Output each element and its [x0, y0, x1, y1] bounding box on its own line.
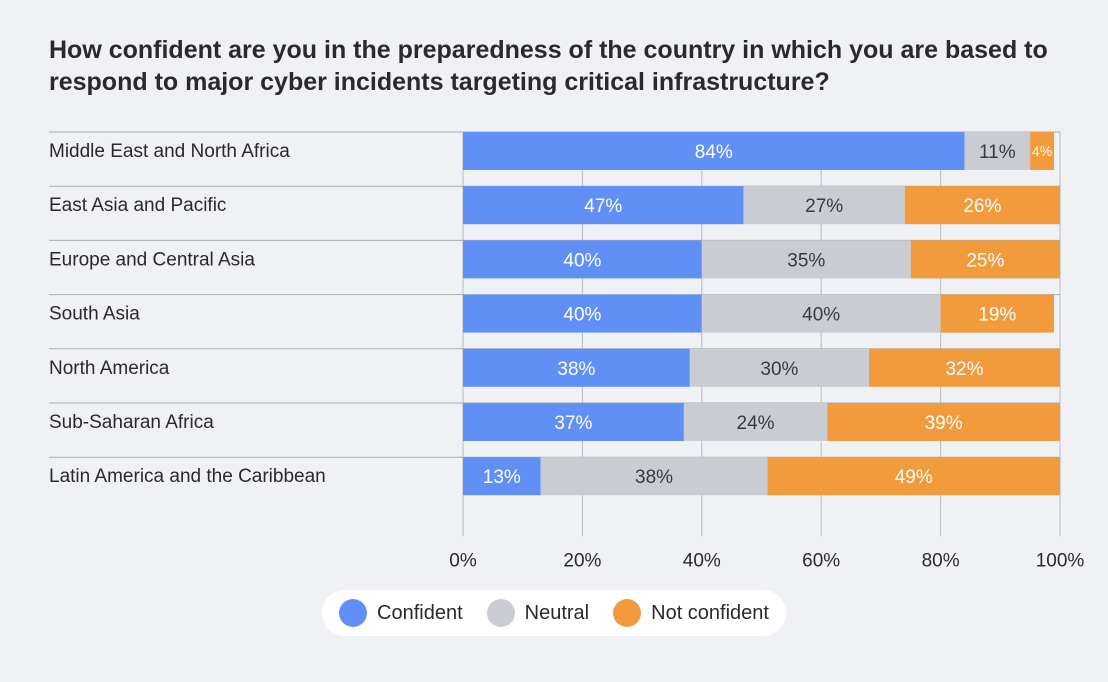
legend-label-not-confident: Not confident	[651, 601, 769, 624]
data-label: 25%	[966, 250, 1004, 271]
bar-neutral	[964, 132, 1031, 170]
data-label: 19%	[978, 305, 1016, 326]
category-label: North America	[49, 358, 170, 379]
category-label: Latin America and the Caribbean	[49, 466, 326, 487]
bar-confident	[463, 403, 684, 441]
bar-neutral	[689, 348, 869, 387]
bar-confident	[463, 186, 744, 225]
category-label: Europe and Central Asia	[49, 249, 255, 270]
data-label: 40%	[563, 250, 601, 271]
data-label: 39%	[925, 413, 963, 434]
x-tick-label: 100%	[1036, 550, 1085, 571]
legend-swatch-neutral	[486, 599, 515, 627]
bar-neutral	[743, 186, 905, 225]
data-label: 49%	[895, 467, 933, 488]
data-label: 24%	[737, 413, 775, 434]
legend-label-confident: Confident	[377, 601, 463, 624]
legend-label-neutral: Neutral	[524, 601, 590, 624]
bar-not-confident	[827, 403, 1060, 441]
bar-confident	[463, 457, 541, 496]
legend-item-confident: Confident	[339, 599, 463, 627]
bar-not-confident	[1030, 132, 1055, 170]
x-tick-label: 80%	[922, 550, 960, 571]
category-label: Sub-Saharan Africa	[49, 412, 214, 433]
data-label: 30%	[760, 359, 798, 380]
bar-not-confident	[767, 457, 1060, 496]
data-label: 32%	[945, 359, 983, 380]
data-label: 40%	[563, 305, 601, 326]
x-tick-label: 40%	[683, 550, 721, 571]
bar-confident	[463, 132, 965, 170]
category-label: Middle East and North Africa	[49, 141, 290, 162]
bar-confident	[463, 294, 702, 333]
category-label: East Asia and Pacific	[49, 195, 226, 216]
bar-confident	[463, 348, 690, 387]
legend-swatch-confident	[339, 599, 368, 627]
data-label: 47%	[584, 196, 622, 217]
x-tick-label: 60%	[802, 550, 840, 571]
bar-not-confident	[940, 294, 1055, 333]
x-tick-label: 0%	[449, 550, 477, 571]
bar-neutral	[701, 240, 911, 279]
legend-swatch-not-confident	[613, 599, 642, 627]
data-label: 11%	[979, 142, 1016, 163]
legend-item-not-confident: Not confident	[613, 599, 769, 627]
bar-confident	[463, 240, 702, 279]
data-label: 4%	[1032, 143, 1052, 159]
chart-title: How confident are you in the preparednes…	[49, 36, 1048, 96]
data-label: 40%	[802, 305, 840, 326]
data-label: 13%	[483, 467, 521, 488]
data-label: 35%	[787, 250, 825, 271]
bar-not-confident	[910, 240, 1060, 279]
data-label: 26%	[963, 196, 1001, 217]
legend-item-neutral: Neutral	[486, 599, 590, 627]
data-label: 38%	[557, 359, 595, 380]
data-label: 37%	[554, 413, 592, 434]
bar-neutral	[701, 294, 941, 333]
bar-neutral	[540, 457, 768, 496]
legend: Confident Neutral Not confident	[322, 590, 786, 636]
data-label: 84%	[695, 142, 733, 163]
data-label: 38%	[635, 467, 673, 488]
bar-not-confident	[904, 186, 1060, 225]
bar-not-confident	[868, 348, 1060, 387]
x-tick-label: 20%	[563, 550, 601, 571]
bar-neutral	[683, 403, 828, 441]
data-label: 27%	[805, 196, 843, 217]
category-label: South Asia	[49, 304, 140, 325]
